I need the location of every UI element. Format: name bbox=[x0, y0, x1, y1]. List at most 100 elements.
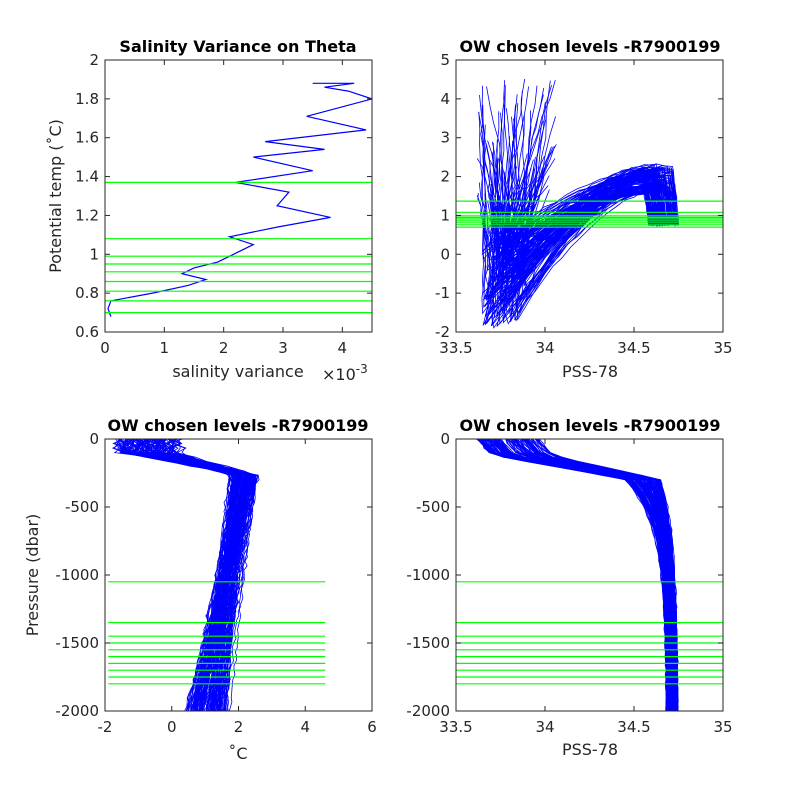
sal_pres-plot-area bbox=[476, 439, 679, 711]
temp_pres-xtick-label: 6 bbox=[367, 718, 377, 736]
variance-ytick-label: 0.6 bbox=[75, 323, 99, 341]
temperature-pressure-title: OW chosen levels -R7900199 bbox=[107, 416, 368, 435]
salinity-pressure-title: OW chosen levels -R7900199 bbox=[459, 416, 720, 435]
temperature-pressure-profile bbox=[155, 439, 252, 711]
variance-xtick-label: 0 bbox=[100, 339, 110, 357]
theta-salinity-profile bbox=[501, 161, 653, 318]
temp_pres-ytick-label: -1500 bbox=[55, 634, 99, 652]
salinity-pressure-profile bbox=[493, 439, 670, 711]
variance-ticks: 0 1 2 3 4 0.6 0.8 1 1.2 1.4 1.6 1.8 2 bbox=[75, 51, 372, 357]
variance-axes-box bbox=[104, 59, 373, 333]
sal_pres-ytick-label: -1500 bbox=[406, 634, 450, 652]
theta_s-ytick-label: -1 bbox=[435, 284, 450, 302]
temp_pres-plot-area bbox=[111, 439, 260, 711]
variance-ytick-label: 1.2 bbox=[75, 206, 99, 224]
temperature-pressure-profile bbox=[137, 439, 238, 711]
temperature-pressure-profile bbox=[171, 439, 254, 711]
temperature-pressure-xlabel: ˚C bbox=[228, 744, 247, 763]
temp_pres-ytick-label: -2000 bbox=[55, 702, 99, 720]
salinity-pressure-profile bbox=[535, 439, 673, 711]
variance-xtick-label: 4 bbox=[338, 339, 348, 357]
temperature-pressure-profile bbox=[142, 439, 249, 711]
theta_s-ytick-label: 5 bbox=[440, 51, 450, 69]
variance-line bbox=[107, 82, 372, 317]
theta-salinity-profile bbox=[504, 173, 662, 274]
temperature-pressure-profile bbox=[146, 439, 249, 711]
temp_pres-xtick-label: -2 bbox=[98, 718, 113, 736]
temperature-pressure-ylabel: Pressure (dbar) bbox=[23, 514, 42, 637]
theta-salinity-data-layer bbox=[456, 78, 723, 329]
theta_s-ytick-label: 0 bbox=[440, 245, 450, 263]
salinity-pressure-profile bbox=[484, 439, 679, 711]
temp_pres-xtick-label: 2 bbox=[234, 718, 244, 736]
salinity-pressure-ticks: 33.5 34 34.5 35 -2000 -1500 -1000 -500 0 bbox=[406, 430, 732, 736]
theta_s-xtick-label: 35 bbox=[713, 339, 732, 357]
variance-xtick-label: 3 bbox=[278, 339, 288, 357]
temp_pres-ytick-label: -1000 bbox=[55, 566, 99, 584]
temperature-pressure-profile bbox=[153, 439, 248, 711]
variance-data-layer bbox=[105, 82, 372, 317]
variance-xlabel: salinity variance bbox=[172, 362, 303, 381]
variance-ytick-label: 1.4 bbox=[75, 168, 99, 186]
theta_s-ytick-label: 3 bbox=[440, 129, 450, 147]
temperature-pressure-data-layer bbox=[108, 439, 326, 711]
sal_pres-ytick-label: 0 bbox=[440, 430, 450, 448]
theta_s-ytick-label: 1 bbox=[440, 206, 450, 224]
salinity-pressure-xlabel: PSS-78 bbox=[562, 740, 618, 759]
temp_pres-ytick-label: -500 bbox=[65, 498, 99, 516]
variance-plot-area bbox=[107, 82, 372, 317]
theta-salinity-profile bbox=[516, 168, 679, 280]
salinity-pressure-data-layer bbox=[456, 439, 723, 711]
salinity-pressure-profile bbox=[489, 439, 668, 711]
panel-salinity-pressure: 33.5 34 34.5 35 -2000 -1500 -1000 -500 0 OW chos… bbox=[406, 416, 732, 759]
variance-xtick-label: 1 bbox=[160, 339, 170, 357]
sal_pres-xtick-label: 34 bbox=[535, 718, 554, 736]
theta_s-ytick-label: 2 bbox=[440, 168, 450, 186]
theta_s-xtick-label: 33.5 bbox=[439, 339, 472, 357]
temp_pres-xtick-label: 4 bbox=[300, 718, 310, 736]
sal_pres-xtick-label: 34.5 bbox=[617, 718, 650, 736]
theta-salinity-title: OW chosen levels -R7900199 bbox=[459, 37, 720, 56]
temperature-pressure-profile bbox=[132, 439, 241, 711]
theta_s-ytick-label: 4 bbox=[440, 90, 450, 108]
variance-ylabel: Potential temp (˚C) bbox=[46, 119, 65, 273]
salinity-pressure-profile bbox=[479, 439, 674, 711]
sal_pres-ytick-label: -1000 bbox=[406, 566, 450, 584]
variance-x-exponent-power: -3 bbox=[356, 362, 368, 376]
theta_s-xtick-label: 34 bbox=[535, 339, 554, 357]
variance-x-exponent: ×10-3 bbox=[322, 362, 368, 384]
theta-salinity-profile bbox=[501, 78, 665, 247]
variance-ytick-label: 0.8 bbox=[75, 284, 99, 302]
theta-salinity-profile bbox=[499, 179, 651, 304]
salinity-pressure-profile bbox=[505, 439, 679, 711]
sal_pres-ytick-label: -500 bbox=[416, 498, 450, 516]
theta-salinity-axes-box bbox=[455, 59, 724, 333]
theta-salinity-profile bbox=[500, 112, 671, 321]
variance-xtick-label: 2 bbox=[219, 339, 229, 357]
temp_pres-ytick-label: 0 bbox=[89, 430, 99, 448]
theta_s-ytick-label: -2 bbox=[435, 323, 450, 341]
variance-ytick-label: 2 bbox=[89, 51, 99, 69]
theta_s-xtick-label: 34.5 bbox=[617, 339, 650, 357]
variance-ytick-label: 1.8 bbox=[75, 90, 99, 108]
sal_pres-xtick-label: 35 bbox=[713, 718, 732, 736]
variance-x-exponent-base: ×10 bbox=[322, 365, 356, 384]
temp_pres-xtick-label: 0 bbox=[167, 718, 177, 736]
panel-salinity-variance: 0 1 2 3 4 0.6 0.8 1 1.2 1.4 1.6 1.8 2 Salinity Varia… bbox=[46, 37, 373, 384]
theta-salinity-xlabel: PSS-78 bbox=[562, 362, 618, 381]
variance-ytick-label: 1 bbox=[89, 245, 99, 263]
variance-title: Salinity Variance on Theta bbox=[119, 37, 356, 56]
variance-ytick-label: 1.6 bbox=[75, 129, 99, 147]
temperature-pressure-profile bbox=[160, 439, 241, 711]
panel-temperature-pressure: -2 0 2 4 6 -2000 -1500 -1000 -500 0 OW chosen lev… bbox=[23, 416, 377, 763]
theta-salinity-profile bbox=[491, 183, 650, 329]
theta-salinity-profile bbox=[509, 116, 674, 323]
temperature-pressure-profile bbox=[134, 439, 231, 711]
sal_pres-ytick-label: -2000 bbox=[406, 702, 450, 720]
salinity-pressure-profile bbox=[527, 439, 674, 711]
temperature-pressure-ticks: -2 0 2 4 6 -2000 -1500 -1000 -500 0 bbox=[55, 430, 376, 736]
